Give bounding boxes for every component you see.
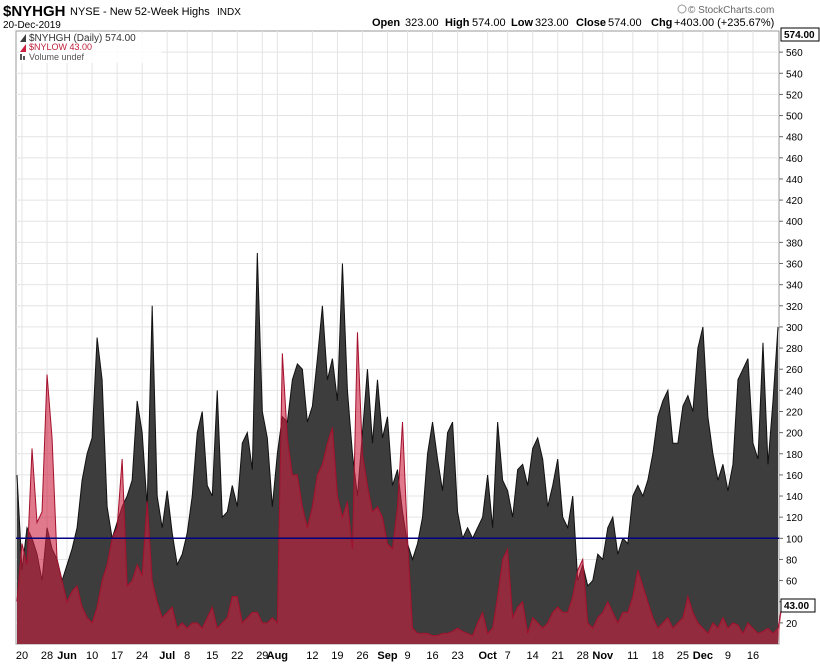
x-tick-label: Nov <box>592 650 614 662</box>
y-tick-label: 320 <box>786 302 803 313</box>
series-highs-line <box>16 252 779 587</box>
x-tick-label: 19 <box>331 650 343 662</box>
series-highs-area <box>17 252 778 644</box>
y-tick-label: 180 <box>786 450 803 461</box>
y-tick-label: 220 <box>786 407 803 418</box>
last-high-badge-text: 574.00 <box>784 30 815 41</box>
y-tick-label: 200 <box>786 429 803 440</box>
y-tick-label: 100 <box>786 534 803 545</box>
x-tick-label: Sep <box>377 650 397 662</box>
x-tick-label: Jun <box>57 650 77 662</box>
y-tick-label: 260 <box>786 365 803 376</box>
x-tick-label: 16 <box>426 650 438 662</box>
quote-date: 20-Dec-2019 <box>3 20 61 31</box>
y-tick-label: 120 <box>786 513 803 524</box>
x-tick-label: Oct <box>478 650 497 662</box>
low-value: 323.00 <box>535 17 569 29</box>
y-tick-label: 440 <box>786 175 803 186</box>
legend-lows-label: $NYLOW 43.00 <box>29 42 92 52</box>
legend-volume-swatch <box>20 54 22 60</box>
y-tick-label: 160 <box>786 471 803 482</box>
high-value: 574.00 <box>472 17 506 29</box>
x-tick-label: 21 <box>552 650 564 662</box>
y-tick-label: 280 <box>786 344 803 355</box>
y-tick-label: 500 <box>786 112 803 123</box>
legend-highs-swatch <box>20 34 26 42</box>
legend-volume-label: Volume undef <box>29 52 85 62</box>
x-tick-label: 16 <box>747 650 759 662</box>
y-tick-label: 540 <box>786 69 803 80</box>
chg-label: Chg <box>651 17 672 29</box>
x-tick-label: 28 <box>577 650 589 662</box>
y-tick-label: 240 <box>786 386 803 397</box>
x-tick-label: Aug <box>267 650 288 662</box>
y-tick-label: 80 <box>786 555 798 566</box>
brand-watermark: © StockCharts.com <box>688 5 774 16</box>
x-tick-label: 14 <box>527 650 539 662</box>
last-low-badge-text: 43.00 <box>784 601 809 612</box>
x-tick-label: 11 <box>627 650 638 662</box>
y-tick-label: 60 <box>786 577 798 588</box>
stockcharts-logo-icon <box>677 4 687 14</box>
legend-background <box>19 33 161 63</box>
y-tick-label: 340 <box>786 281 803 292</box>
y-tick-label: 140 <box>786 492 803 503</box>
x-tick-label: 28 <box>41 650 53 662</box>
x-tick-label: 23 <box>451 650 463 662</box>
last-low-badge <box>780 598 816 613</box>
x-tick-label: 7 <box>505 650 511 662</box>
y-tick-label: 380 <box>786 238 803 249</box>
x-tick-label: Jul <box>159 650 175 662</box>
x-tick-label: 24 <box>136 650 148 662</box>
y-tick-label: 460 <box>786 154 803 165</box>
last-high-badge <box>780 27 820 42</box>
y-tick-label: 560 <box>786 48 803 59</box>
x-tick-label: Dec <box>693 650 713 662</box>
x-tick-label: 26 <box>356 650 368 662</box>
y-tick-label: 520 <box>786 90 803 101</box>
x-tick-label: 25 <box>677 650 689 662</box>
x-tick-label: 10 <box>86 650 98 662</box>
open-label: Open <box>372 17 400 29</box>
x-tick-label: 29 <box>256 650 268 662</box>
x-tick-label: 22 <box>231 650 243 662</box>
legend-volume-swatch-2 <box>23 56 25 60</box>
close-label: Close <box>576 17 606 29</box>
y-tick-label: 420 <box>786 196 803 207</box>
y-tick-label: 300 <box>786 323 803 334</box>
y-axis: 2040608010012014016018020022024026028030… <box>779 48 803 630</box>
y-tick-label: 20 <box>786 619 798 630</box>
x-tick-label: 20 <box>16 650 28 662</box>
x-tick-label: 17 <box>111 650 123 662</box>
exchange-label: INDX <box>217 7 241 18</box>
legend-lows-swatch <box>20 44 26 52</box>
symbol-description: NYSE - New 52-Week Highs <box>70 6 210 18</box>
high-label: High <box>445 17 470 29</box>
y-tick-label: 480 <box>786 133 803 144</box>
x-tick-label: 15 <box>206 650 218 662</box>
legend: $NYHGH (Daily) 574.00 $NYLOW 43.00 Volum… <box>19 33 161 63</box>
low-label: Low <box>511 17 533 29</box>
chg-value: +403.00 (+235.67%) <box>674 17 774 29</box>
symbol-title: $NYHGH <box>3 3 66 20</box>
x-tick-label: 9 <box>404 650 410 662</box>
series-lows-area <box>17 332 784 644</box>
legend-highs-label: $NYHGH (Daily) 574.00 <box>29 33 136 44</box>
close-value: 574.00 <box>608 17 642 29</box>
open-value: 323.00 <box>405 17 439 29</box>
y-tick-label: 400 <box>786 217 803 228</box>
x-tick-label: 12 <box>306 650 318 662</box>
x-tick-label: 9 <box>725 650 731 662</box>
x-tick-label: 18 <box>652 650 664 662</box>
x-tick-label: 8 <box>184 650 190 662</box>
y-tick-label: 360 <box>786 260 803 271</box>
